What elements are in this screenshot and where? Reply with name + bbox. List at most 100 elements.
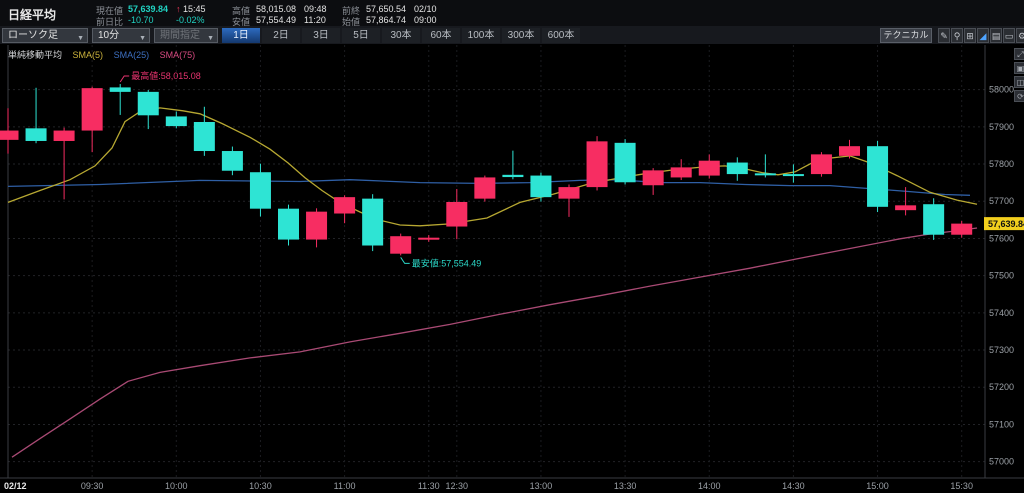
high-label: 高値 — [232, 6, 251, 16]
candle-body-15:00 — [867, 146, 889, 207]
prev-close-date: 02/10 — [414, 4, 437, 14]
area-chart-icon[interactable]: ◢ — [977, 28, 989, 43]
period-select[interactable]: 期間指定 ▼ — [154, 28, 218, 43]
chart-type-value: ローソク足 — [8, 30, 58, 41]
low-annotation-pointer — [400, 257, 410, 264]
candle-body-11:00 — [334, 197, 356, 214]
price-axis-label: 57800 — [989, 159, 1014, 169]
range-button-1日[interactable]: 1日 — [222, 28, 260, 43]
price-axis-label: 57500 — [989, 271, 1014, 281]
time-axis-label: 13:30 — [614, 481, 637, 491]
change-label: 前日比 — [96, 17, 124, 27]
quote-header: 日経平均 現在値 57,639.84 ↑ 15:45 前日比 -10.70 -0… — [0, 0, 1024, 27]
clipboard-icon[interactable]: ▤ — [990, 28, 1002, 43]
range-button-300本[interactable]: 300本 — [502, 28, 540, 43]
time-axis-label: 14:00 — [698, 481, 721, 491]
prev-close-value: 57,650.54 — [366, 4, 407, 14]
price-axis-label: 58000 — [989, 85, 1014, 95]
current-price-label: 現在値 — [96, 6, 124, 16]
pencil-icon[interactable]: ✎ — [938, 28, 950, 43]
time-axis-label: 15:00 — [866, 481, 889, 491]
candle-body-10:10 — [193, 122, 215, 152]
range-button-60本[interactable]: 60本 — [422, 28, 460, 43]
candle-body-09:10 — [25, 128, 47, 141]
interval-value: 10分 — [98, 30, 120, 41]
refresh-icon[interactable]: ⟳ — [1014, 90, 1024, 102]
high-time: 09:48 — [304, 4, 327, 14]
candle-body-14:30 — [782, 174, 804, 177]
panel-icon[interactable]: ▭ — [1003, 28, 1015, 43]
legend-sma75: SMA(75) — [159, 50, 196, 60]
price-axis-label: 57200 — [989, 382, 1014, 392]
range-button-100本[interactable]: 100本 — [462, 28, 500, 43]
sma75-line — [11, 227, 978, 458]
candle-body-09:30 — [81, 88, 103, 131]
symbol-title: 日経平均 — [8, 8, 57, 22]
candle-body-12:30 — [446, 201, 468, 227]
chart-toolbar: ローソク足 ▼ 10分 ▼ 期間指定 ▼ 1日 2日 3日 5日 30本 60本 100本 3… — [0, 26, 1024, 45]
candle-body-14:10 — [726, 162, 748, 175]
candle-body-14:00 — [698, 160, 720, 176]
current-price-badge-text: 57,639.84 — [988, 219, 1024, 229]
compare-icon[interactable]: ◫ — [1014, 76, 1024, 88]
expand-icon[interactable]: ⤢ — [1014, 48, 1024, 60]
candle-body-10:30 — [249, 172, 271, 209]
legend-sma5: SMA(5) — [72, 50, 104, 60]
time-axis-label: 11:30 — [418, 481, 440, 491]
current-price-badge — [984, 217, 1024, 231]
candle-body-13:50 — [670, 167, 692, 178]
time-axis-label: 10:30 — [249, 481, 272, 491]
low-time: 11:20 — [304, 15, 326, 25]
period-value: 期間指定 — [160, 30, 200, 41]
change-value: -10.70 — [128, 15, 154, 25]
range-button-600本[interactable]: 600本 — [542, 28, 580, 43]
range-button-2日[interactable]: 2日 — [262, 28, 300, 43]
high-annotation-pointer — [119, 75, 130, 83]
candle-body-10:20 — [221, 151, 243, 171]
candle-body-11:20 — [390, 236, 412, 254]
candle-body-09:50 — [137, 91, 159, 116]
technical-button[interactable]: テクニカル — [880, 28, 932, 43]
gear-icon[interactable]: ⚙ — [1016, 28, 1024, 43]
time-axis-label: 15:30 — [950, 481, 973, 491]
range-button-5日[interactable]: 5日 — [342, 28, 380, 43]
candle-body-15:30 — [951, 223, 973, 235]
time-axis-label: 09:30 — [81, 481, 104, 491]
interval-select[interactable]: 10分 ▼ — [92, 28, 150, 43]
range-button-30本[interactable]: 30本 — [382, 28, 420, 43]
chevron-down-icon: ▼ — [139, 35, 146, 42]
prev-close-label: 前終 — [342, 6, 361, 16]
candle-body-11:30 — [418, 237, 440, 240]
search-icon[interactable]: ⚲ — [951, 28, 963, 43]
range-button-3日[interactable]: 3日 — [302, 28, 340, 43]
candle-body-13:30 — [614, 142, 636, 183]
time-axis-label: 10:00 — [165, 481, 188, 491]
chart-type-select[interactable]: ローソク足 ▼ — [2, 28, 88, 43]
price-axis-label: 57300 — [989, 345, 1014, 355]
candle-body-13:00 — [530, 175, 552, 198]
open-time: 09:00 — [414, 15, 437, 25]
chevron-down-icon: ▼ — [207, 35, 214, 42]
candle-body-12:40 — [474, 177, 496, 199]
grid-icon[interactable]: ⊞ — [964, 28, 976, 43]
price-axis-label: 57600 — [989, 233, 1014, 243]
price-axis-label: 57900 — [989, 122, 1014, 132]
open-label: 始値 — [342, 17, 361, 27]
candle-body-14:50 — [839, 146, 860, 156]
candle-body-10:40 — [278, 208, 299, 240]
candle-body-15:10 — [895, 205, 917, 211]
candle-body-10:50 — [306, 211, 328, 240]
capture-icon[interactable]: ▣ — [1014, 62, 1024, 74]
date-label: 02/12 — [4, 481, 27, 491]
candle-body-12:50 — [502, 174, 524, 178]
low-value: 57,554.49 — [256, 15, 297, 25]
candle-body-09:00 — [0, 130, 19, 140]
sma-legend: 単純移動平均 SMA(5) SMA(25) SMA(75) — [8, 48, 203, 61]
candle-body-13:10 — [558, 187, 580, 199]
candle-body-13:20 — [586, 141, 608, 188]
current-price-value: 57,639.84 — [128, 4, 169, 14]
candle-body-11:10 — [362, 198, 384, 246]
candle-body-15:20 — [923, 204, 945, 235]
current-price-time: 15:45 — [183, 4, 206, 14]
